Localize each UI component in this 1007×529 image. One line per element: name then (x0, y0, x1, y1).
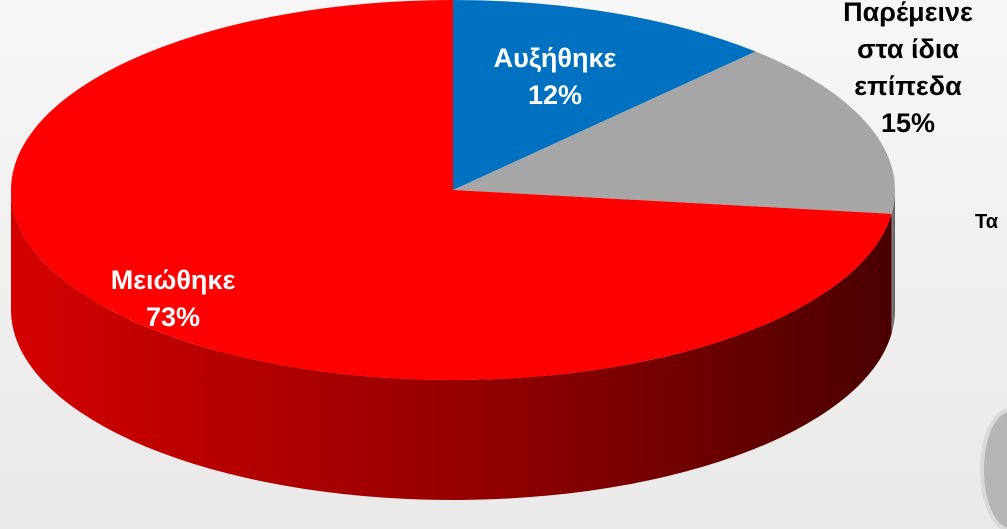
pie-slice (453, 51, 895, 214)
value-label: 73% (145, 302, 201, 332)
data-label: Μειώθηκε 73% (63, 262, 283, 336)
annotation: Τα (975, 211, 999, 233)
category-label: Παρέμεινε στα ίδια επίπεδα (843, 0, 973, 101)
pie-side (891, 190, 895, 334)
value-label: 15% (880, 108, 936, 138)
pie-slice (453, 0, 756, 190)
pie-slice (11, 0, 892, 380)
data-label: Παρέμεινε στα ίδια επίπεδα 15% (818, 0, 998, 142)
category-label: Μειώθηκε (110, 265, 236, 295)
pie-side (10, 190, 892, 501)
value-label: 12% (527, 80, 583, 110)
data-label: Αυξήθηκε 12% (455, 40, 655, 114)
decoration (980, 408, 1007, 529)
category-label: Αυξήθηκε (493, 43, 617, 73)
